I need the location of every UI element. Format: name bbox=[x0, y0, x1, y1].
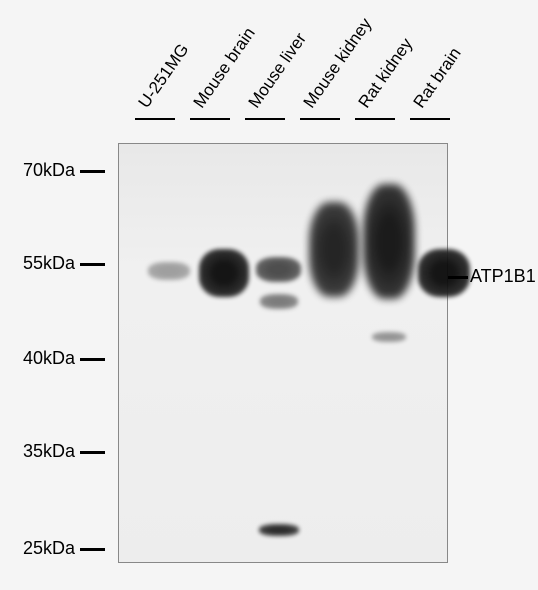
mw-marker-label: 25kDa bbox=[23, 538, 75, 559]
blot-band bbox=[260, 294, 298, 309]
blot-band bbox=[148, 262, 190, 280]
mw-marker-tick bbox=[80, 170, 105, 173]
western-blot-membrane bbox=[118, 143, 448, 563]
lane-label: Rat kidney bbox=[355, 35, 417, 112]
blot-band bbox=[259, 524, 299, 536]
blot-band bbox=[309, 202, 359, 297]
mw-marker-label: 70kDa bbox=[23, 160, 75, 181]
lane-tick bbox=[410, 118, 450, 120]
mw-marker-tick bbox=[80, 358, 105, 361]
lane-tick bbox=[190, 118, 230, 120]
blot-band bbox=[372, 332, 406, 342]
lane-labels-group: U-251MGMouse brainMouse liverMouse kidne… bbox=[130, 0, 460, 120]
lane-tick bbox=[355, 118, 395, 120]
protein-target-label: ATP1B1 bbox=[470, 266, 536, 287]
blot-band bbox=[418, 249, 470, 297]
blot-band bbox=[363, 184, 415, 299]
lane-label: U-251MG bbox=[135, 40, 194, 112]
blot-band bbox=[199, 249, 249, 297]
lane-tick bbox=[135, 118, 175, 120]
mw-marker-tick bbox=[80, 263, 105, 266]
mw-marker-tick bbox=[80, 451, 105, 454]
mw-marker-tick bbox=[80, 548, 105, 551]
blot-band bbox=[256, 257, 301, 282]
lane-label: Rat brain bbox=[410, 44, 466, 112]
lane-tick bbox=[245, 118, 285, 120]
lane-tick bbox=[300, 118, 340, 120]
protein-label-tick bbox=[448, 276, 468, 279]
mw-marker-label: 40kDa bbox=[23, 348, 75, 369]
blot-figure-container: U-251MGMouse brainMouse liverMouse kidne… bbox=[0, 0, 538, 590]
mw-marker-label: 55kDa bbox=[23, 253, 75, 274]
mw-marker-label: 35kDa bbox=[23, 441, 75, 462]
